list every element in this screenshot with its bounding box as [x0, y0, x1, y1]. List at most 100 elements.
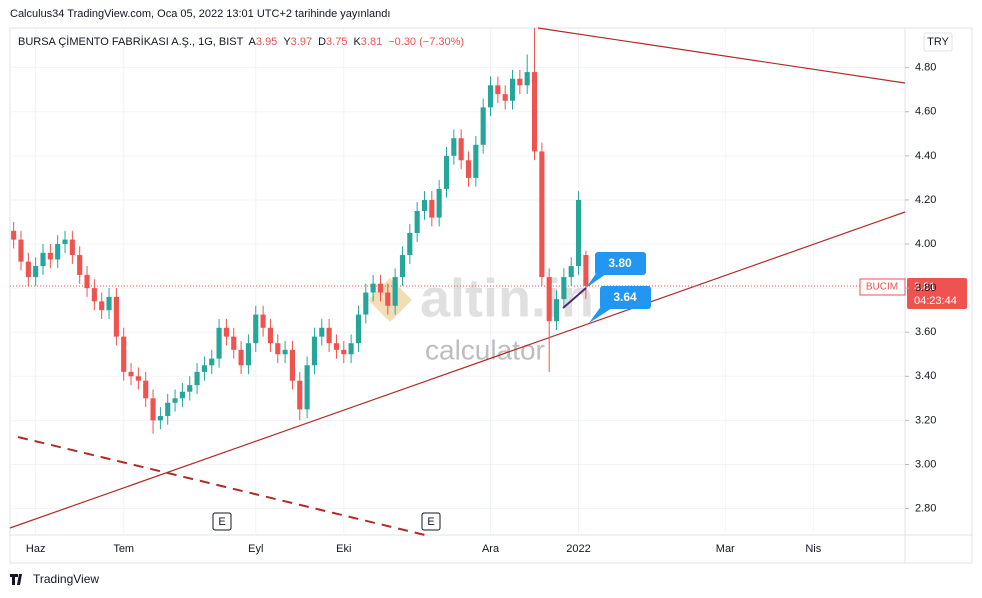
candle-body — [179, 391, 185, 399]
callout-text: 3.80 — [608, 256, 632, 270]
candle-body — [531, 72, 538, 152]
candle-body — [55, 244, 61, 260]
candle-body — [69, 239, 75, 256]
y-tick-label: 4.00 — [915, 238, 936, 250]
event-marker[interactable] — [421, 512, 441, 531]
candle-body — [509, 78, 516, 101]
legend: BURSA ÇİMENTO FABRİKASI A.Ş., 1G, BIST A3… — [18, 35, 464, 48]
candle-body — [414, 210, 420, 234]
candle-body — [524, 72, 530, 86]
candles — [11, 28, 589, 434]
candle-body — [135, 376, 141, 381]
watermark: altin.in calculator — [368, 268, 594, 365]
candle-body — [333, 343, 340, 350]
candle-body — [113, 296, 119, 337]
candle-body — [150, 398, 156, 421]
candle-body — [311, 336, 318, 366]
candle-body — [216, 327, 222, 359]
candle-body — [319, 327, 325, 337]
candle-body — [297, 380, 303, 410]
candle-body — [553, 299, 560, 322]
event-marker-label: E — [427, 516, 434, 528]
candle-body — [62, 239, 68, 245]
candle-body — [40, 252, 46, 267]
currency-button[interactable] — [923, 32, 953, 52]
candle-body — [165, 402, 171, 416]
candle-body — [341, 349, 347, 355]
candle-body — [33, 266, 39, 278]
candle-body — [568, 266, 574, 278]
watermark-brand: altin.in — [420, 268, 594, 328]
y-tick-label: 3.40 — [915, 370, 936, 382]
candle-body — [539, 151, 545, 278]
event-marker[interactable] — [212, 512, 232, 531]
candle-body — [289, 349, 296, 381]
candle-body — [377, 283, 384, 293]
trend-line-dashed — [17, 436, 426, 536]
candle-body — [128, 371, 134, 377]
callout-pointer — [586, 272, 606, 288]
candle-body — [370, 283, 376, 293]
footer-logo — [10, 574, 22, 585]
x-tick-label: Eki — [336, 543, 351, 555]
y-tick-label: 4.20 — [915, 194, 936, 206]
candle-body — [421, 199, 428, 211]
candle-body — [561, 277, 567, 300]
x-tick-label: Nis — [805, 543, 821, 555]
candle-body — [11, 230, 17, 240]
ticker: BUCIM — [866, 282, 898, 293]
candle-body — [245, 343, 251, 366]
candle-body — [253, 314, 259, 344]
legend-ohlc-label: K — [353, 36, 361, 48]
candle-body — [429, 199, 435, 218]
candle-body — [84, 274, 90, 289]
candle-body — [436, 188, 442, 218]
candle-body — [91, 288, 97, 302]
x-tick-label: Mar — [716, 543, 735, 555]
x-tick-label: 2022 — [566, 543, 590, 555]
candle-body — [465, 160, 472, 178]
candle-body — [348, 343, 354, 355]
candle-body — [443, 155, 450, 189]
ticker-badge — [859, 278, 906, 296]
candle-body — [363, 292, 369, 315]
candle-body — [385, 292, 391, 306]
candle-body — [187, 385, 193, 392]
candle-body — [495, 85, 501, 95]
candle-body — [473, 144, 479, 178]
candle-body — [583, 255, 589, 286]
candle-body — [575, 199, 582, 267]
legend-ohlc-value: 3.95 — [256, 36, 277, 48]
legend-ohlc-label: A — [249, 36, 257, 48]
candle-body — [99, 301, 105, 311]
candle-body — [399, 255, 406, 278]
candle-body — [157, 415, 163, 421]
callout-pointer — [589, 305, 612, 323]
candle-body — [209, 358, 215, 366]
candle-body — [451, 138, 457, 156]
candle-body — [47, 252, 53, 260]
y-tick-label: 3.20 — [915, 414, 936, 426]
candle-body — [143, 380, 149, 399]
candle-body — [275, 343, 281, 355]
candle-body — [458, 138, 464, 161]
x-tick-label: Eyl — [248, 543, 263, 555]
y-tick-label: 4.60 — [915, 106, 936, 118]
y-tick-label: 3.80 — [915, 282, 936, 294]
header: Calculus34 TradingView.com, Oca 05, 2022… — [10, 8, 390, 20]
trend-line — [537, 27, 906, 84]
candle-body — [260, 314, 266, 328]
y-tick-label: 4.40 — [915, 150, 936, 162]
x-tick-label: Ara — [482, 543, 500, 555]
candle-body — [77, 255, 83, 275]
candle-body — [18, 239, 24, 262]
candle-body — [223, 327, 229, 337]
candle-body — [355, 314, 362, 344]
candle-body — [407, 233, 413, 256]
callout-text: 3.64 — [613, 290, 637, 304]
y-tick-label: 4.80 — [915, 62, 936, 74]
callout — [595, 252, 646, 275]
legend-symbol: BURSA ÇİMENTO FABRİKASI A.Ş., 1G, BIST — [18, 35, 244, 48]
footer: TradingView — [33, 572, 99, 586]
candle-body — [517, 78, 523, 86]
